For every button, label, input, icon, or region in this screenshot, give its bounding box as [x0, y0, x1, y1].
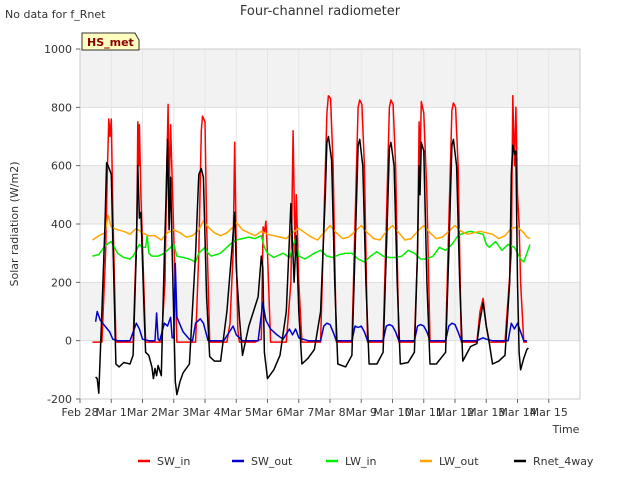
x-tick-label: Mar 14 — [498, 406, 536, 419]
chart-title: Four-channel radiometer — [240, 4, 401, 19]
y-tick-label: 200 — [51, 276, 72, 289]
y-tick-label: 0 — [65, 335, 72, 348]
x-tick-label: Mar 6 — [252, 406, 283, 419]
x-tick-label: Mar 15 — [530, 406, 568, 419]
x-tick-label: Mar 5 — [221, 406, 252, 419]
y-tick-label: 600 — [51, 160, 72, 173]
series-layer — [92, 94, 531, 396]
y-tick-label: 400 — [51, 218, 72, 231]
x-tick-label: Mar 13 — [467, 406, 505, 419]
x-tick-label: Mar 7 — [283, 406, 314, 419]
series-line-rnet-4way — [95, 135, 529, 396]
x-tick-label: Mar 2 — [127, 406, 158, 419]
legend-label: Rnet_4way — [533, 455, 594, 468]
legend-label: LW_out — [439, 455, 479, 468]
station-badge: HS_met — [81, 32, 140, 51]
x-tick-label: Mar 10 — [373, 406, 411, 419]
x-tick-label: Feb 28 — [62, 406, 99, 419]
x-tick-label: Mar 4 — [189, 406, 220, 419]
x-tick-label: Mar 12 — [436, 406, 474, 419]
legend-label: SW_in — [157, 455, 190, 468]
x-tick-label: Mar 1 — [96, 406, 127, 419]
series-line-sw-out — [94, 262, 527, 342]
series-line-sw-in — [92, 94, 527, 343]
legend-label: SW_out — [251, 455, 293, 468]
x-tick-label: Mar 8 — [314, 406, 345, 419]
x-tick-label: Mar 9 — [346, 406, 377, 419]
x-tick-label: Mar 11 — [405, 406, 443, 419]
x-axis-label: Time — [552, 423, 580, 436]
y-tick-label: -200 — [47, 393, 72, 406]
legend-label: LW_in — [345, 455, 377, 468]
y-tick-label: 1000 — [44, 43, 72, 56]
legend: SW_in SW_out LW_in LW_out Rnet_4way — [138, 455, 594, 468]
y-axis-label: Solar radiation (W/m2) — [8, 161, 21, 286]
station-badge-label: HS_met — [87, 36, 134, 49]
series-line-lw-out — [92, 214, 531, 241]
station-badge-box — [81, 32, 140, 51]
x-tick-label: Mar 3 — [158, 406, 189, 419]
y-tick-label: 800 — [51, 101, 72, 114]
no-data-note: No data for f_Rnet — [5, 8, 106, 21]
